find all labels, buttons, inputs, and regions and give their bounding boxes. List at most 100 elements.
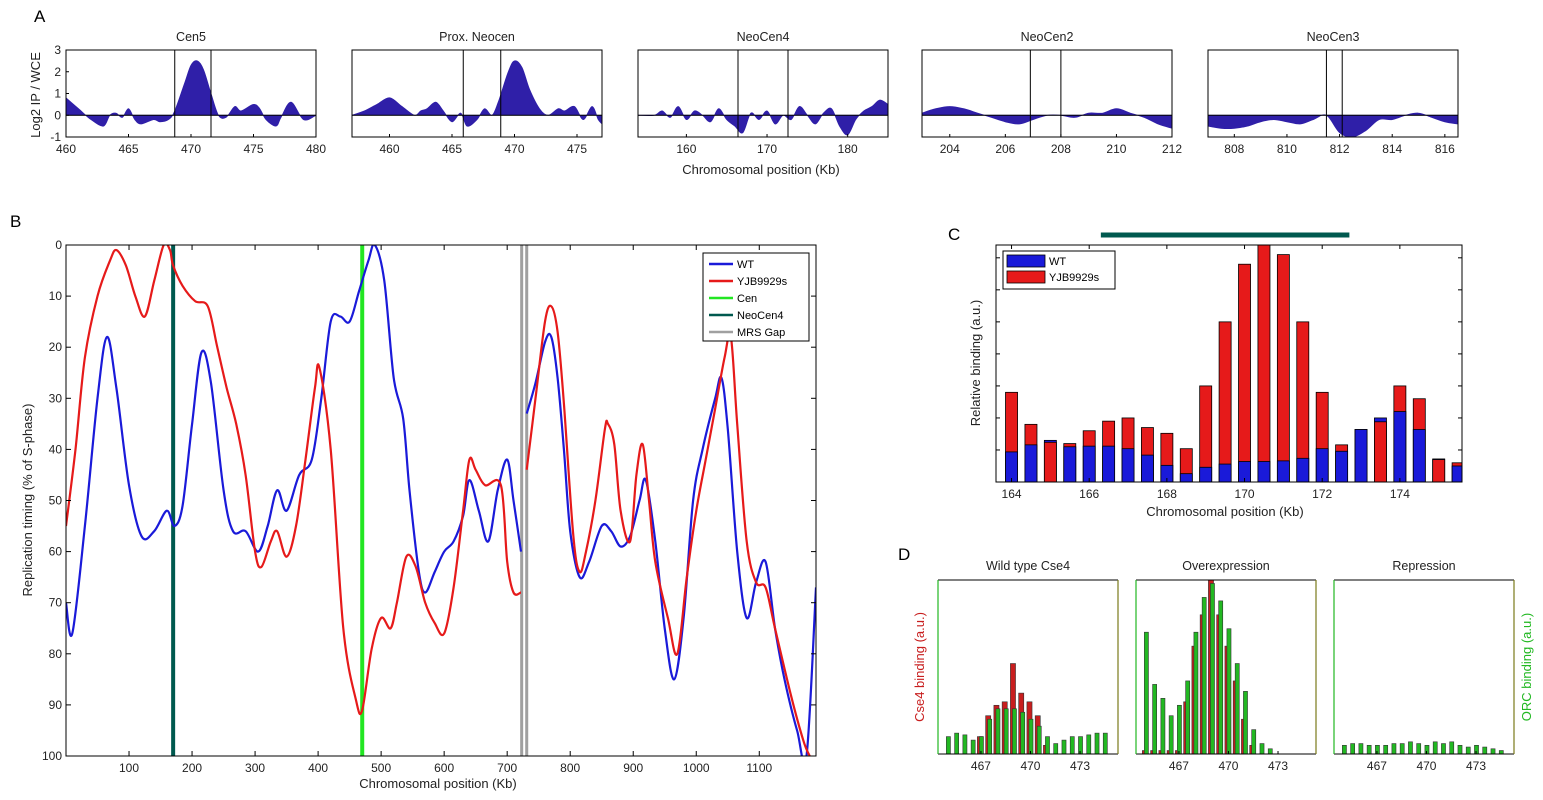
panel-a-subplot-1: Prox. Neocen 460 465 470 475 <box>351 30 603 156</box>
panel-b-xtick-label: 500 <box>371 761 391 775</box>
panel-b-xtick-label: 700 <box>497 761 517 775</box>
panel-d-bar-orc <box>987 718 993 755</box>
panel-d-xtick-label: 473 <box>1466 759 1486 773</box>
panel-b-legend-label: YJB9929s <box>737 276 788 288</box>
panel-a-xtick-label: 480 <box>306 142 326 156</box>
panel-a-xtick-label: 475 <box>243 142 263 156</box>
panel-b-xtick-label: 100 <box>119 761 139 775</box>
panel-c-bar-wt <box>1354 429 1368 482</box>
panel-c-xtick-label: 166 <box>1079 487 1099 501</box>
panel-a-ytick-label: 2 <box>54 65 61 79</box>
panel-d-bar-orc <box>1383 744 1389 755</box>
panel-d-subplot-title: Overexpression <box>1182 559 1270 573</box>
panel-d-bar-orc <box>1003 708 1009 755</box>
panel-d-left-ylabel: Cse4 binding (a.u.) <box>912 612 927 722</box>
panel-a-xtick-label: 460 <box>379 142 399 156</box>
panel-c-bar-yjb9929s <box>1238 263 1251 482</box>
panel-d-bar-orc <box>995 708 1001 755</box>
panel-d-subplot-1: Overexpression 467 470 473 <box>1135 559 1317 773</box>
panel-c-bar-yjb9929s <box>1043 441 1057 482</box>
panel-c-bar-wt <box>1276 460 1290 482</box>
panel-b-legend-label: NeoCen4 <box>737 310 783 322</box>
panel-b-xlabel: Chromosomal position (Kb) <box>359 776 517 791</box>
panel-b-ytick-label: 10 <box>49 289 63 303</box>
panel-letter-c: C <box>948 225 960 244</box>
panel-a-xtick-label: 812 <box>1330 142 1350 156</box>
panel-d-bar-orc <box>1259 743 1265 755</box>
panel-a-xtick-label: 808 <box>1224 142 1244 156</box>
panel-d-bar-orc <box>1498 750 1504 755</box>
panel-c-bar-yjb9929s <box>1296 321 1310 482</box>
panel-c-bar-wt <box>1296 457 1310 482</box>
panel-c-bar-wt <box>1218 463 1232 482</box>
panel-a-subplot-title: NeoCen3 <box>1307 30 1360 44</box>
panel-b-xtick-label: 300 <box>245 761 265 775</box>
panel-d-bar-orc <box>1399 743 1405 755</box>
panel-a-xtick-label: 160 <box>676 142 696 156</box>
panel-c-bar-wt <box>1335 450 1349 482</box>
panel-c-ylabel: Relative binding (a.u.) <box>968 300 983 426</box>
panel-a-subplot-0: Cen5 460 465 470 475 480 3 2 1 0 -1 <box>50 30 326 156</box>
panel-a-xtick-label: 465 <box>118 142 138 156</box>
panel-d-bar-orc <box>1465 746 1471 755</box>
panel-a-ytick-label: 3 <box>54 43 61 57</box>
panel-a-frame <box>1207 49 1459 138</box>
panel-c-bar-yjb9929s <box>1374 421 1387 482</box>
panel-b-ytick-label: 90 <box>49 698 63 712</box>
panel-a-xtick-label: 810 <box>1277 142 1297 156</box>
panel-c-bar-wt <box>1082 445 1096 482</box>
panel-c-bar-wt <box>1063 446 1077 482</box>
panel-d-bar-orc <box>1243 691 1248 755</box>
panel-a-frame <box>921 49 1173 138</box>
panel-d-bar-orc <box>1177 704 1182 755</box>
panel-b-series-yjb9929s <box>525 304 811 756</box>
panel-d-bar-orc <box>1036 725 1042 755</box>
panel-c-bar-wt <box>1257 461 1271 482</box>
panel-d-xtick-label: 467 <box>971 759 991 773</box>
panel-d-bar-orc <box>1210 583 1215 755</box>
panel-d-xtick-label: 473 <box>1268 759 1288 773</box>
panel-c-bar-yjb9929s <box>1218 321 1232 482</box>
panel-a-xtick-label: 204 <box>940 142 960 156</box>
panel-d-bar-orc <box>1432 741 1438 755</box>
panel-d-xtick-label: 473 <box>1070 759 1090 773</box>
panel-a-xtick-label: 814 <box>1382 142 1402 156</box>
panel-b-ytick-label: 100 <box>42 749 62 763</box>
panel-c-bar-wt <box>1024 444 1038 482</box>
panel-a-ytick-label: -1 <box>50 130 61 144</box>
panel-c-bar-wt <box>1160 464 1174 482</box>
panel-d-xtick-label: 470 <box>1416 759 1436 773</box>
panel-d-bar-orc <box>1482 746 1488 755</box>
panel-b-xtick-label: 1100 <box>746 761 772 775</box>
panel-b-ytick-label: 60 <box>49 545 63 559</box>
panel-b-series-wt <box>525 332 816 756</box>
panel-d-bar-orc <box>1267 748 1273 755</box>
panel-c-xtick-label: 168 <box>1157 487 1177 501</box>
panel-c-legend-swatch <box>1006 270 1046 284</box>
panel-a-subplot-2: NeoCen4 160 170 180 <box>637 30 889 156</box>
panel-d-bar-orc <box>1457 744 1463 755</box>
panel-b-ytick-label: 50 <box>49 494 63 508</box>
panel-d-bar-orc <box>1028 718 1034 755</box>
panel-c-bars <box>1005 245 1462 482</box>
panel-c-legend-swatch <box>1006 254 1046 268</box>
panel-a-xtick-label: 816 <box>1435 142 1455 156</box>
panel-a-xtick-label: 170 <box>757 142 777 156</box>
panel-d-bar-orc <box>962 734 968 755</box>
panel-b-ytick-label: 20 <box>49 340 63 354</box>
panel-c: Relative binding (a.u.) Chromosomal posi… <box>968 232 1463 519</box>
panel-d-bar-orc <box>1441 743 1446 755</box>
panel-a-subplot-3: NeoCen2 204 206 208 210 212 <box>921 30 1182 156</box>
panel-c-bar-wt <box>1102 445 1116 482</box>
panel-c-bar-wt <box>1141 454 1154 482</box>
panel-b-legend-label: Cen <box>737 293 757 305</box>
panel-d-bar-orc <box>1218 600 1224 755</box>
panel-b: Replication timing (% of S-phase) Chromo… <box>20 238 817 791</box>
panel-d-bar-orc <box>1358 743 1364 755</box>
panel-d-subplot-title: Wild type Cse4 <box>986 559 1070 573</box>
panel-letter-b: B <box>10 212 21 231</box>
panel-c-xlabel: Chromosomal position (Kb) <box>1146 504 1304 519</box>
panel-c-bar-wt <box>1238 461 1251 482</box>
panel-d-bar-orc <box>1160 698 1166 755</box>
